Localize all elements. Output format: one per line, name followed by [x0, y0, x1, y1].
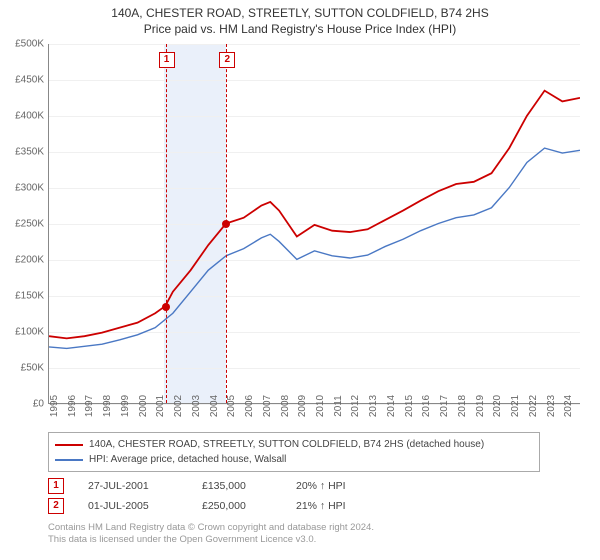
y-axis-label: £250K	[4, 219, 44, 230]
y-axis-label: £500K	[4, 39, 44, 50]
legend-label: 140A, CHESTER ROAD, STREETLY, SUTTON COL…	[89, 437, 484, 452]
sale-point-1	[162, 303, 170, 311]
y-axis-label: £450K	[4, 75, 44, 86]
footer-line-2: This data is licensed under the Open Gov…	[48, 534, 374, 546]
series-property	[49, 91, 580, 339]
sale-diff: 20% ↑ HPI	[296, 480, 376, 492]
y-axis-label: £400K	[4, 111, 44, 122]
price-chart: £0£50K£100K£150K£200K£250K£300K£350K£400…	[48, 44, 580, 404]
title-line-1: 140A, CHESTER ROAD, STREETLY, SUTTON COL…	[0, 6, 600, 22]
sale-marker-1: 1	[159, 52, 175, 68]
legend-row: 140A, CHESTER ROAD, STREETLY, SUTTON COL…	[55, 437, 533, 452]
legend-row: HPI: Average price, detached house, Wals…	[55, 452, 533, 467]
sale-vline	[166, 44, 167, 403]
y-axis-label: £300K	[4, 183, 44, 194]
footer-line-1: Contains HM Land Registry data © Crown c…	[48, 522, 374, 534]
sale-date: 27-JUL-2001	[88, 480, 178, 492]
sale-marker-2: 2	[219, 52, 235, 68]
y-axis-label: £350K	[4, 147, 44, 158]
sale-date: 01-JUL-2005	[88, 500, 178, 512]
legend-swatch	[55, 444, 83, 446]
y-axis-label: £100K	[4, 327, 44, 338]
sale-row: 2 01-JUL-2005 £250,000 21% ↑ HPI	[48, 496, 376, 516]
sale-price: £135,000	[202, 480, 272, 492]
y-axis-label: £0	[4, 399, 44, 410]
sale-row-marker: 2	[48, 498, 64, 514]
y-axis-label: £200K	[4, 255, 44, 266]
chart-legend: 140A, CHESTER ROAD, STREETLY, SUTTON COL…	[48, 432, 540, 472]
sale-point-2	[222, 220, 230, 228]
legend-swatch	[55, 459, 83, 461]
y-axis-label: £150K	[4, 291, 44, 302]
y-axis-label: £50K	[4, 363, 44, 374]
chart-title: 140A, CHESTER ROAD, STREETLY, SUTTON COL…	[0, 0, 600, 37]
copyright-footer: Contains HM Land Registry data © Crown c…	[48, 522, 374, 547]
sale-price: £250,000	[202, 500, 272, 512]
sales-table: 1 27-JUL-2001 £135,000 20% ↑ HPI 2 01-JUL-200…	[48, 476, 376, 516]
sale-row-marker: 1	[48, 478, 64, 494]
legend-label: HPI: Average price, detached house, Wals…	[89, 452, 286, 467]
sale-diff: 21% ↑ HPI	[296, 500, 376, 512]
title-line-2: Price paid vs. HM Land Registry's House …	[0, 22, 600, 38]
sale-row: 1 27-JUL-2001 £135,000 20% ↑ HPI	[48, 476, 376, 496]
series-hpi	[49, 148, 580, 348]
